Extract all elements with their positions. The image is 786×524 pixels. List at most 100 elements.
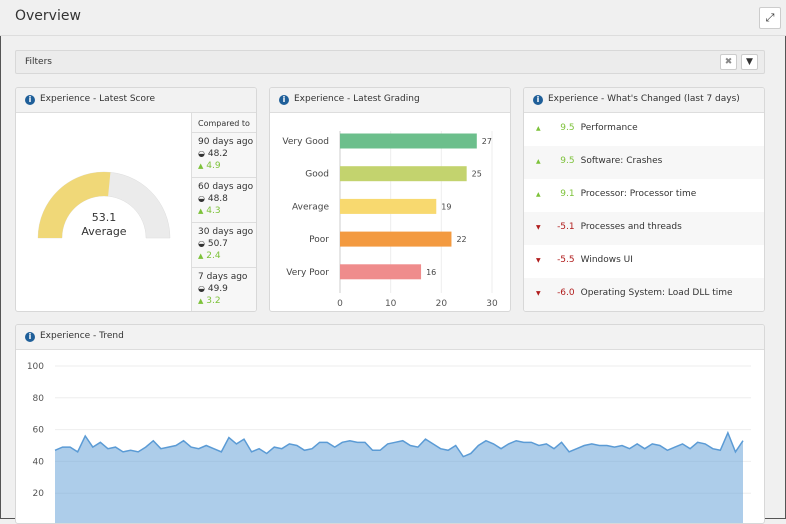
comparison-period: 60 days ago: [198, 182, 254, 192]
comparison-delta: 4.9: [206, 161, 221, 171]
comparison-list: Compared to 90 days ago ◒ 48.2 ▲ 4.9 60 day…: [191, 113, 256, 311]
arrow-up-icon: ▲: [536, 125, 541, 132]
category-label: Poor: [309, 235, 329, 245]
change-item[interactable]: ▼ -6.0 Operating System: Load DLL time: [524, 278, 764, 311]
change-item[interactable]: ▼ -5.1 Processes and threads: [524, 212, 764, 245]
change-value: -5.5: [557, 255, 575, 265]
whats-changed-panel: i Experience - What's Changed (last 7 day…: [523, 87, 765, 312]
filters-bar[interactable]: Filters ✖ ▼: [15, 50, 765, 74]
speedometer-icon: ◒: [198, 239, 205, 248]
change-value: 9.5: [560, 156, 575, 166]
trend-line: [54, 430, 744, 458]
filters-label: Filters: [25, 57, 52, 67]
bar: [340, 231, 452, 247]
change-item[interactable]: ▲ 9.1 Processor: Processor time: [524, 179, 764, 212]
x-tick-label: 0: [337, 299, 343, 309]
x-tick-label: 30: [486, 299, 498, 309]
info-icon[interactable]: i: [25, 332, 35, 342]
change-value: 9.1: [560, 189, 575, 199]
comparison-period: 90 days ago: [198, 137, 254, 147]
arrow-up-icon: ▲: [536, 191, 541, 198]
data-label: 16: [426, 268, 436, 277]
comparison-score: 49.9: [207, 284, 228, 294]
comparison-delta: 2.4: [206, 251, 221, 261]
gauge-value: 53.1: [92, 211, 117, 224]
category-label: Good: [305, 170, 329, 180]
speedometer-icon: ◒: [198, 149, 205, 158]
comparison-delta: 3.2: [206, 296, 221, 306]
chevron-down-icon: ▼: [746, 57, 753, 67]
category-label: Very Poor: [286, 268, 329, 278]
y-tick-label: 40: [33, 457, 45, 467]
panel-title: Experience - What's Changed (last 7 days…: [548, 94, 740, 104]
bar: [340, 166, 467, 182]
x-tick-label: 20: [436, 299, 448, 309]
latest-score-panel: i Experience - Latest Score 53.1 Average …: [15, 87, 257, 312]
bar: [340, 198, 437, 214]
clear-filters-button[interactable]: ✖: [720, 54, 737, 70]
score-gauge: 53.1 Average: [37, 171, 171, 239]
change-label: Performance: [580, 123, 638, 133]
filters-dropdown-button[interactable]: ▼: [741, 54, 758, 70]
title-bar: Overview ⤢: [0, 0, 786, 36]
gauge-fill: [38, 172, 111, 238]
arrow-up-icon: ▲: [198, 252, 204, 260]
change-item[interactable]: ▼ -5.5 Windows UI: [524, 245, 764, 278]
change-label: Processor: Processor time: [580, 189, 697, 199]
comparison-score: 48.8: [207, 194, 228, 204]
comparison-score: 50.7: [207, 239, 228, 249]
comparison-delta: 4.3: [206, 206, 221, 216]
close-icon: ✖: [724, 57, 733, 67]
trend-area: [55, 432, 743, 523]
arrow-down-icon: ▼: [536, 257, 541, 264]
change-item[interactable]: ▲ 9.5 Performance: [524, 113, 764, 146]
data-label: 22: [456, 235, 466, 244]
comparison-item: 60 days ago ◒ 48.8 ▲ 4.3: [192, 178, 256, 223]
change-value: 9.5: [560, 123, 575, 133]
expand-button[interactable]: ⤢: [759, 7, 781, 29]
info-icon[interactable]: i: [533, 95, 543, 105]
trend-panel: i Experience - Trend 20 40 60 80 100: [15, 324, 765, 524]
comparison-score: 48.2: [207, 149, 228, 159]
data-label: 25: [472, 170, 482, 179]
arrow-up-icon: ▲: [198, 297, 204, 305]
change-label: Software: Crashes: [580, 156, 663, 166]
speedometer-icon: ◒: [198, 194, 205, 203]
comparison-period: 30 days ago: [198, 227, 254, 237]
comparison-period: 7 days ago: [198, 272, 248, 282]
arrow-down-icon: ▼: [536, 224, 541, 231]
change-value: -5.1: [557, 222, 575, 232]
category-label: Very Good: [282, 137, 329, 147]
panel-title: Experience - Latest Score: [40, 94, 156, 104]
speedometer-icon: ◒: [198, 284, 205, 293]
bar: [340, 133, 477, 149]
info-icon[interactable]: i: [279, 95, 289, 105]
expand-icon: ⤢: [765, 11, 775, 24]
change-label: Operating System: Load DLL time: [580, 288, 733, 298]
y-tick-label: 100: [27, 362, 44, 372]
comparison-item: 30 days ago ◒ 50.7 ▲ 2.4: [192, 223, 256, 268]
change-label: Processes and threads: [580, 222, 682, 232]
comparison-item: 7 days ago ◒ 49.9 ▲ 3.2: [192, 268, 256, 311]
info-icon[interactable]: i: [25, 95, 35, 105]
gauge-label: Average: [81, 225, 126, 238]
data-label: 27: [482, 137, 492, 146]
y-tick-label: 80: [33, 394, 45, 404]
panel-title: Experience - Latest Grading: [294, 94, 420, 104]
panel-title: Experience - Trend: [40, 331, 124, 341]
y-tick-label: 20: [33, 489, 45, 499]
y-tick-label: 60: [33, 426, 45, 436]
arrow-up-icon: ▲: [536, 158, 541, 165]
arrow-up-icon: ▲: [198, 162, 204, 170]
latest-grading-panel: i Experience - Latest Grading 0 10 20 30 Very…: [269, 87, 511, 312]
category-label: Average: [292, 202, 329, 212]
arrow-down-icon: ▼: [536, 290, 541, 297]
page-title: Overview: [15, 8, 81, 24]
trend-area-chart: 20 40 60 80 100: [27, 362, 751, 523]
change-value: -6.0: [557, 288, 575, 298]
change-item[interactable]: ▲ 9.5 Software: Crashes: [524, 146, 764, 179]
compared-to-header: Compared to: [192, 113, 256, 133]
change-label: Windows UI: [580, 255, 633, 265]
arrow-up-icon: ▲: [198, 207, 204, 215]
x-tick-label: 10: [385, 299, 397, 309]
